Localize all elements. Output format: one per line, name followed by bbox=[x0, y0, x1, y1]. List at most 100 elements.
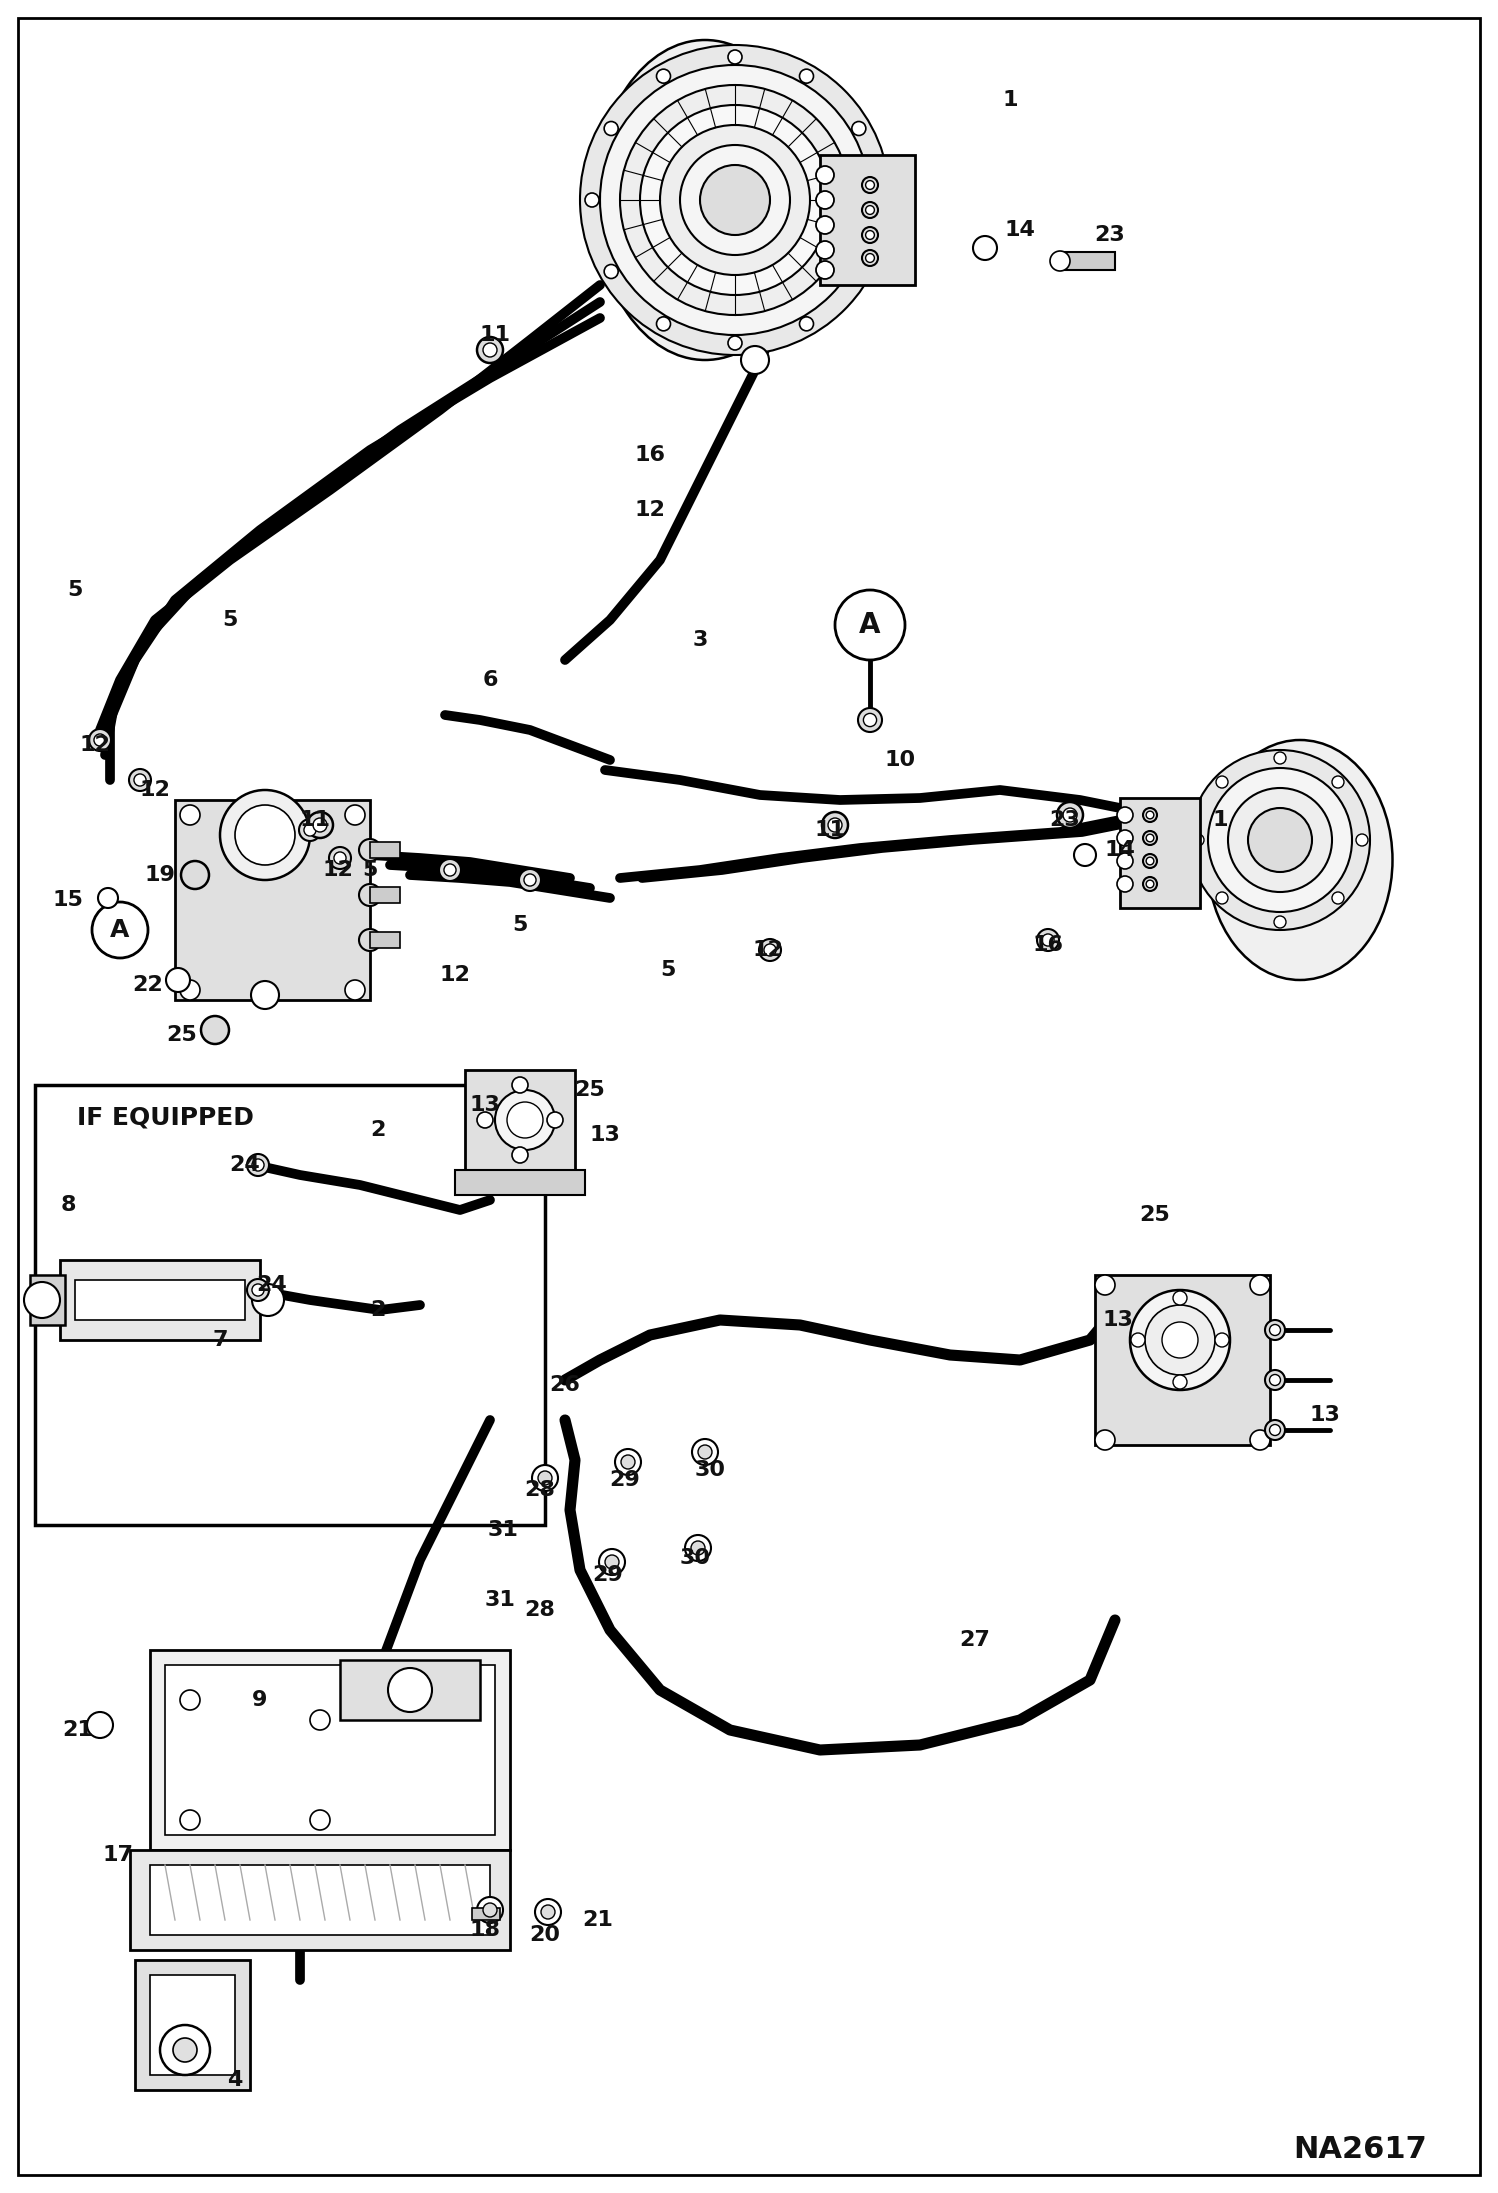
Circle shape bbox=[858, 708, 882, 732]
Circle shape bbox=[863, 713, 876, 726]
Circle shape bbox=[640, 105, 830, 296]
Circle shape bbox=[656, 70, 671, 83]
Circle shape bbox=[180, 980, 201, 1000]
Circle shape bbox=[1249, 1274, 1270, 1296]
Circle shape bbox=[1144, 1305, 1215, 1375]
Circle shape bbox=[360, 930, 380, 952]
Circle shape bbox=[1064, 807, 1077, 822]
Circle shape bbox=[180, 1691, 201, 1711]
Circle shape bbox=[1037, 930, 1059, 952]
Circle shape bbox=[1146, 879, 1153, 888]
Text: 12: 12 bbox=[635, 500, 665, 520]
Text: NA2617: NA2617 bbox=[1293, 2136, 1428, 2164]
Text: 5: 5 bbox=[661, 961, 676, 980]
Bar bbox=[135, 1961, 250, 2090]
Circle shape bbox=[1192, 833, 1204, 846]
Text: 4: 4 bbox=[228, 2070, 243, 2090]
Circle shape bbox=[1264, 1371, 1285, 1390]
Circle shape bbox=[160, 2024, 210, 2075]
Bar bbox=[370, 842, 400, 857]
Circle shape bbox=[304, 825, 316, 836]
Text: A: A bbox=[111, 919, 130, 943]
Circle shape bbox=[604, 265, 619, 279]
Circle shape bbox=[518, 868, 541, 890]
Circle shape bbox=[532, 1465, 557, 1491]
Circle shape bbox=[604, 121, 619, 136]
Circle shape bbox=[691, 1542, 706, 1555]
Circle shape bbox=[605, 1555, 619, 1568]
Text: 3: 3 bbox=[692, 629, 707, 649]
Circle shape bbox=[866, 206, 875, 215]
Circle shape bbox=[247, 1279, 270, 1300]
Circle shape bbox=[24, 1283, 60, 1318]
Circle shape bbox=[1249, 1430, 1270, 1450]
Circle shape bbox=[852, 265, 866, 279]
Bar bbox=[1061, 252, 1115, 270]
Circle shape bbox=[345, 805, 366, 825]
Circle shape bbox=[1216, 776, 1228, 787]
Circle shape bbox=[601, 66, 870, 336]
Circle shape bbox=[1143, 831, 1156, 844]
Text: 21: 21 bbox=[583, 1910, 614, 1930]
Circle shape bbox=[181, 862, 210, 888]
Text: 29: 29 bbox=[593, 1566, 623, 1586]
Text: 8: 8 bbox=[60, 1195, 76, 1215]
Text: 26: 26 bbox=[550, 1375, 580, 1395]
Circle shape bbox=[535, 1899, 560, 1925]
Circle shape bbox=[800, 70, 813, 83]
Bar bbox=[30, 1274, 64, 1325]
Circle shape bbox=[816, 215, 834, 235]
Circle shape bbox=[800, 316, 813, 331]
Text: 21: 21 bbox=[63, 1719, 93, 1739]
Circle shape bbox=[861, 202, 878, 217]
Bar bbox=[150, 1976, 235, 2075]
Circle shape bbox=[616, 1450, 641, 1476]
Text: 12: 12 bbox=[752, 941, 783, 961]
Text: 5: 5 bbox=[363, 860, 377, 879]
Bar bbox=[1121, 798, 1200, 908]
Circle shape bbox=[1143, 807, 1156, 822]
Circle shape bbox=[476, 1897, 503, 1923]
Text: 29: 29 bbox=[610, 1469, 640, 1489]
Text: 24: 24 bbox=[256, 1274, 288, 1296]
Circle shape bbox=[661, 125, 810, 274]
Circle shape bbox=[692, 1439, 718, 1465]
Circle shape bbox=[1269, 1425, 1281, 1436]
Circle shape bbox=[133, 774, 145, 785]
Circle shape bbox=[439, 860, 461, 882]
Circle shape bbox=[252, 1283, 264, 1296]
Circle shape bbox=[1118, 829, 1132, 846]
Circle shape bbox=[1332, 893, 1344, 904]
Text: 31: 31 bbox=[484, 1590, 515, 1610]
Circle shape bbox=[129, 770, 151, 792]
Circle shape bbox=[220, 789, 310, 879]
Circle shape bbox=[252, 1283, 285, 1316]
Text: 5: 5 bbox=[512, 914, 527, 934]
Circle shape bbox=[1143, 853, 1156, 868]
Text: 7: 7 bbox=[213, 1329, 228, 1351]
Circle shape bbox=[235, 805, 295, 864]
Circle shape bbox=[599, 1548, 625, 1575]
Circle shape bbox=[1162, 1322, 1198, 1357]
Circle shape bbox=[180, 1809, 201, 1829]
Circle shape bbox=[870, 193, 885, 206]
Circle shape bbox=[1146, 833, 1153, 842]
Circle shape bbox=[656, 316, 671, 331]
Circle shape bbox=[313, 818, 327, 831]
Circle shape bbox=[1118, 875, 1132, 893]
Circle shape bbox=[742, 346, 768, 375]
Text: 27: 27 bbox=[960, 1629, 990, 1649]
Circle shape bbox=[1264, 1421, 1285, 1441]
Circle shape bbox=[201, 1015, 229, 1044]
Text: 11: 11 bbox=[300, 809, 331, 829]
Text: 12: 12 bbox=[322, 860, 354, 879]
Circle shape bbox=[345, 980, 366, 1000]
Circle shape bbox=[482, 1904, 497, 1917]
Circle shape bbox=[1143, 877, 1156, 890]
Circle shape bbox=[728, 50, 742, 64]
Ellipse shape bbox=[595, 39, 815, 360]
Text: 15: 15 bbox=[52, 890, 84, 910]
Circle shape bbox=[816, 261, 834, 279]
Circle shape bbox=[476, 338, 503, 364]
Circle shape bbox=[1095, 1430, 1115, 1450]
